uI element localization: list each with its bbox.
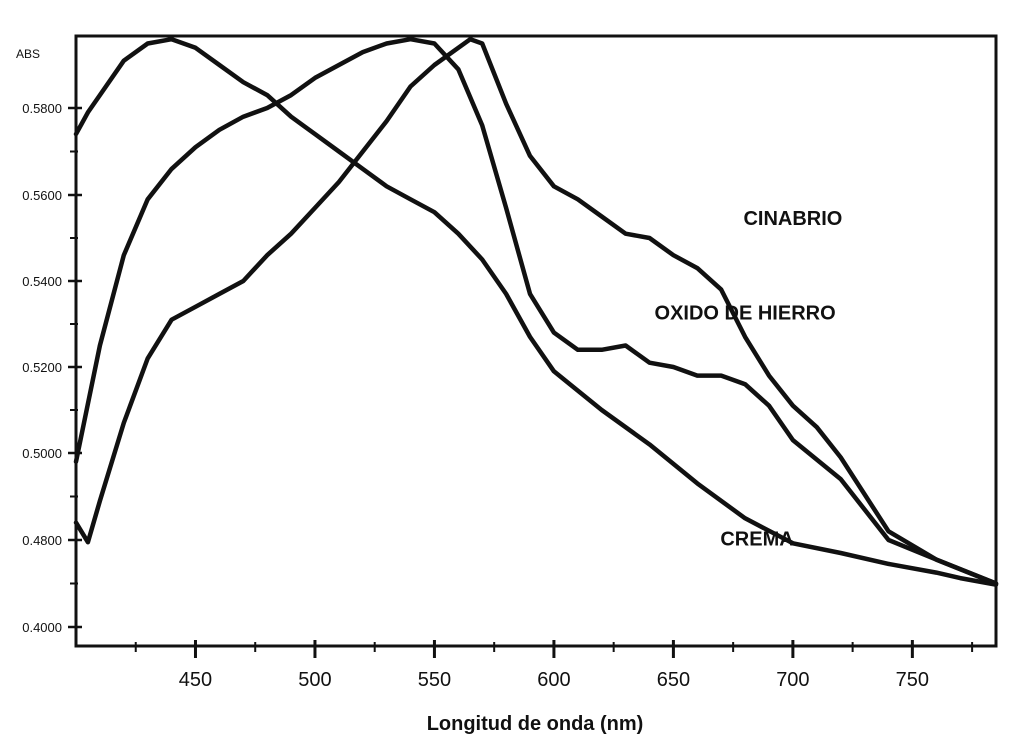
series-label-cinabrio: CINABRIO (743, 208, 842, 230)
y-tick-label: 0.4000 (22, 620, 62, 635)
y-tick-label: 0.5800 (22, 101, 62, 116)
x-axis-ticks: 450 500 550 600 650 700 750 (134, 640, 974, 691)
x-axis-title: Longitud de onda (nm) (427, 713, 644, 735)
series-line-cinabrio (73, 36, 999, 586)
series-curves (73, 36, 999, 587)
series-line-oxido-de-hierro (73, 36, 999, 586)
y-tick-label: 0.5600 (22, 188, 62, 203)
series-labels: CINABRIO OXIDO DE HIERRO CREMA (655, 208, 843, 550)
x-tick-label: 450 (179, 669, 212, 691)
y-tick-label: 0.4800 (22, 533, 62, 548)
series-line-crema (73, 36, 999, 587)
x-tick-label: 650 (657, 669, 690, 691)
series-label-oxido-de-hierro: OXIDO DE HIERRO (655, 303, 836, 325)
x-tick-label: 750 (896, 669, 929, 691)
y-tick-label: 0.5000 (22, 446, 62, 461)
y-tick-label: 0.5400 (22, 274, 62, 289)
x-tick-label: 500 (298, 669, 331, 691)
x-tick-label: 600 (537, 669, 570, 691)
x-tick-label: 700 (776, 669, 809, 691)
y-axis-unit-label: ABS (16, 47, 40, 61)
x-tick-label: 550 (418, 669, 451, 691)
y-tick-label: 0.5200 (22, 360, 62, 375)
series-label-crema: CREMA (720, 528, 793, 550)
plot-frame (74, 34, 998, 648)
y-axis-ticks: 0.4000 0.4800 0.5000 0.5200 0.5400 0.5600 0.58… (22, 101, 82, 635)
